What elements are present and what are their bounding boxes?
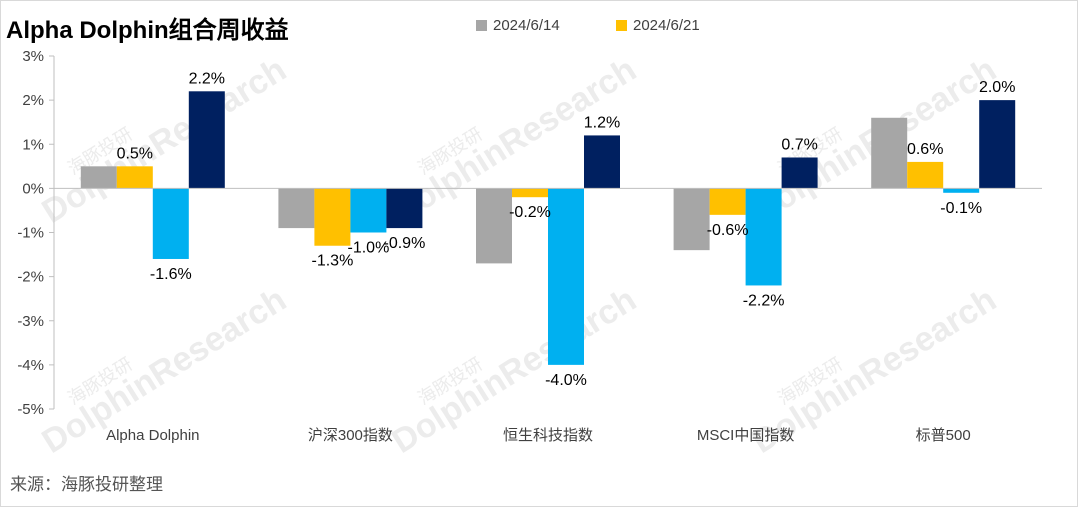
x-tick-label: Alpha Dolphin [106, 427, 199, 444]
data-label: 1.2% [584, 114, 620, 131]
bar-series-4 [781, 157, 818, 189]
data-label: 0.5% [117, 145, 153, 162]
bar-series-3 [943, 188, 980, 193]
y-tick-label: -4% [17, 357, 44, 374]
y-tick-label: 3% [22, 48, 44, 65]
legend-item-series-2: 2024/6/21 [616, 17, 700, 34]
data-label: -0.2% [509, 204, 551, 221]
data-label: -1.0% [348, 240, 390, 257]
x-tick-label: MSCI中国指数 [697, 427, 795, 444]
legend-swatch-series-2 [616, 20, 627, 31]
x-tick-label: 恒生科技指数 [503, 427, 593, 444]
bars [80, 91, 1016, 365]
data-label: -1.6% [150, 266, 192, 283]
bar-series-2 [907, 161, 944, 189]
source-note: 来源：海豚投研整理 [10, 475, 163, 494]
bar-series-1 [278, 188, 315, 229]
bar-series-4 [188, 91, 225, 189]
data-label: -0.6% [707, 222, 749, 239]
data-labels: 0.5% -1.6% 2.2% -1.3%-1.0%-0.9% -0.2% -4.0% 1.… [117, 70, 1016, 389]
y-tick-label: -5% [17, 401, 44, 418]
legend-swatch-series-1 [476, 20, 487, 31]
bar-series-1 [80, 166, 117, 189]
bar-series-4 [979, 100, 1016, 189]
bar-series-3 [350, 188, 387, 233]
bar-series-1 [673, 188, 710, 251]
x-tick-label: 沪深300指数 [308, 427, 393, 444]
bar-series-1 [871, 117, 908, 189]
bar-series-3 [548, 188, 584, 365]
data-label: 0.6% [907, 141, 943, 158]
axes: 3% 2% 1% 0% -1% -2% -3% -4% -5% Alpha Dolphin 沪深30… [17, 48, 1042, 444]
data-label: 2.0% [979, 79, 1015, 96]
data-label: -0.1% [940, 200, 982, 217]
legend-label-series-1: 2024/6/14 [493, 17, 560, 34]
legend-item-series-1: 2024/6/14 [476, 17, 560, 34]
data-label: -0.9% [384, 235, 426, 252]
data-label: 0.7% [781, 136, 817, 153]
data-label: 2.2% [189, 70, 225, 87]
bar-series-4 [584, 135, 620, 189]
bar-series-3 [152, 188, 189, 259]
bar-series-1 [476, 188, 512, 264]
y-tick-label: -1% [17, 225, 44, 242]
y-tick-label: 0% [22, 180, 44, 197]
y-tick-label: -2% [17, 269, 44, 286]
bar-series-3 [745, 188, 782, 286]
bar-series-2 [512, 188, 548, 198]
y-tick-label: 2% [22, 92, 44, 109]
data-label: -2.2% [743, 292, 785, 309]
data-label: -1.3% [312, 253, 354, 270]
bar-series-2 [116, 166, 153, 189]
data-label: -4.0% [545, 372, 587, 389]
bar-series-2 [314, 188, 351, 246]
chart-title: Alpha Dolphin组合周收益 [6, 17, 289, 44]
legend-label-series-2: 2024/6/21 [633, 17, 700, 34]
bar-series-4 [386, 188, 423, 229]
y-tick-label: 1% [22, 136, 44, 153]
y-tick-label: -3% [17, 313, 44, 330]
x-tick-label: 标普500 [916, 427, 971, 444]
bar-series-2 [709, 188, 746, 215]
